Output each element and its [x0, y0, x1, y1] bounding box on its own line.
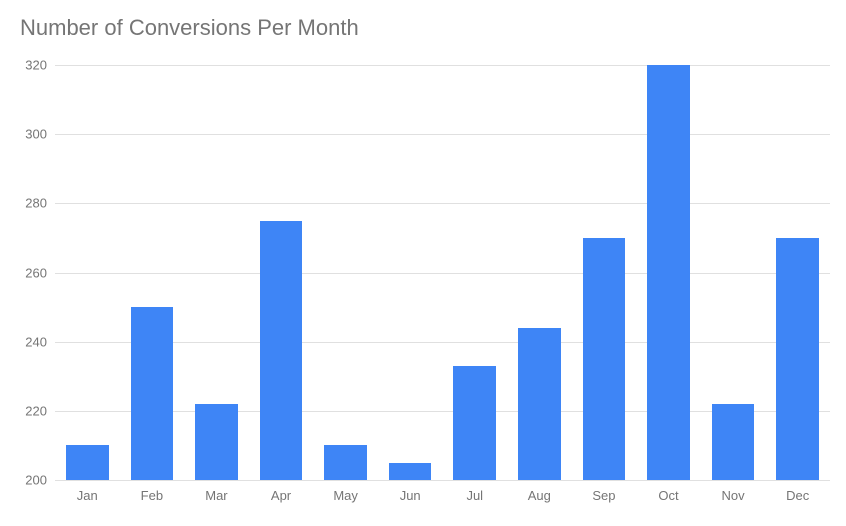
x-axis-label: Dec	[786, 488, 809, 503]
chart-container: Number of Conversions Per Month 20022024…	[0, 0, 846, 526]
bar-slot: May	[313, 65, 378, 480]
y-axis-label: 320	[25, 58, 47, 73]
bar	[260, 221, 303, 480]
bar	[389, 463, 432, 480]
bar-slot: Jul	[442, 65, 507, 480]
bar-slot: Aug	[507, 65, 572, 480]
bar-slot: Sep	[572, 65, 637, 480]
bar	[776, 238, 819, 480]
bar-slot: Apr	[249, 65, 314, 480]
x-axis-label: Jan	[77, 488, 98, 503]
x-axis-label: Mar	[205, 488, 227, 503]
chart-title: Number of Conversions Per Month	[20, 15, 359, 41]
bar-slot: Jan	[55, 65, 120, 480]
bars-container: JanFebMarAprMayJunJulAugSepOctNovDec	[55, 65, 830, 480]
bar	[324, 445, 367, 480]
x-axis-label: Sep	[592, 488, 615, 503]
bar-slot: Oct	[636, 65, 701, 480]
bar-slot: Jun	[378, 65, 443, 480]
bar	[131, 307, 174, 480]
grid-line	[55, 480, 830, 481]
bar	[518, 328, 561, 480]
x-axis-label: May	[333, 488, 358, 503]
y-axis-label: 220	[25, 403, 47, 418]
y-axis-label: 260	[25, 265, 47, 280]
y-axis-label: 240	[25, 334, 47, 349]
bar	[712, 404, 755, 480]
x-axis-label: Oct	[658, 488, 678, 503]
bar	[453, 366, 496, 480]
y-axis-label: 280	[25, 196, 47, 211]
bar-slot: Feb	[120, 65, 185, 480]
x-axis-label: Aug	[528, 488, 551, 503]
y-axis-label: 300	[25, 127, 47, 142]
bar	[195, 404, 238, 480]
bar	[66, 445, 109, 480]
bar	[583, 238, 626, 480]
bar-slot: Mar	[184, 65, 249, 480]
x-axis-label: Nov	[722, 488, 745, 503]
x-axis-label: Feb	[141, 488, 163, 503]
x-axis-label: Jul	[466, 488, 483, 503]
x-axis-label: Apr	[271, 488, 291, 503]
bar-slot: Dec	[765, 65, 830, 480]
plot-area: 200220240260280300320JanFebMarAprMayJunJ…	[55, 65, 830, 480]
bar-slot: Nov	[701, 65, 766, 480]
x-axis-label: Jun	[400, 488, 421, 503]
y-axis-label: 200	[25, 473, 47, 488]
bar	[647, 65, 690, 480]
